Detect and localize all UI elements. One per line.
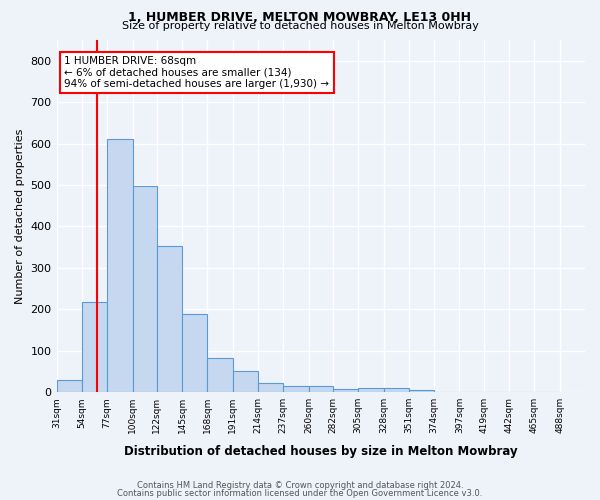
Bar: [308, 386, 333, 392]
Bar: [133, 186, 157, 392]
Bar: [82, 302, 107, 392]
Bar: [56, 380, 82, 392]
Text: Contains public sector information licensed under the Open Government Licence v3: Contains public sector information licen…: [118, 488, 482, 498]
Bar: [333, 389, 358, 392]
Text: 1, HUMBER DRIVE, MELTON MOWBRAY, LE13 0HH: 1, HUMBER DRIVE, MELTON MOWBRAY, LE13 0H…: [128, 11, 472, 24]
Bar: [157, 246, 182, 392]
Bar: [409, 390, 434, 392]
Text: Contains HM Land Registry data © Crown copyright and database right 2024.: Contains HM Land Registry data © Crown c…: [137, 481, 463, 490]
X-axis label: Distribution of detached houses by size in Melton Mowbray: Distribution of detached houses by size …: [124, 444, 518, 458]
Bar: [208, 358, 233, 392]
Bar: [182, 314, 208, 392]
Bar: [233, 371, 258, 392]
Text: 1 HUMBER DRIVE: 68sqm
← 6% of detached houses are smaller (134)
94% of semi-deta: 1 HUMBER DRIVE: 68sqm ← 6% of detached h…: [64, 56, 329, 89]
Text: Size of property relative to detached houses in Melton Mowbray: Size of property relative to detached ho…: [122, 21, 478, 31]
Bar: [283, 386, 308, 392]
Bar: [258, 383, 283, 392]
Y-axis label: Number of detached properties: Number of detached properties: [15, 128, 25, 304]
Bar: [107, 140, 133, 392]
Bar: [358, 388, 383, 392]
Bar: [383, 388, 409, 392]
